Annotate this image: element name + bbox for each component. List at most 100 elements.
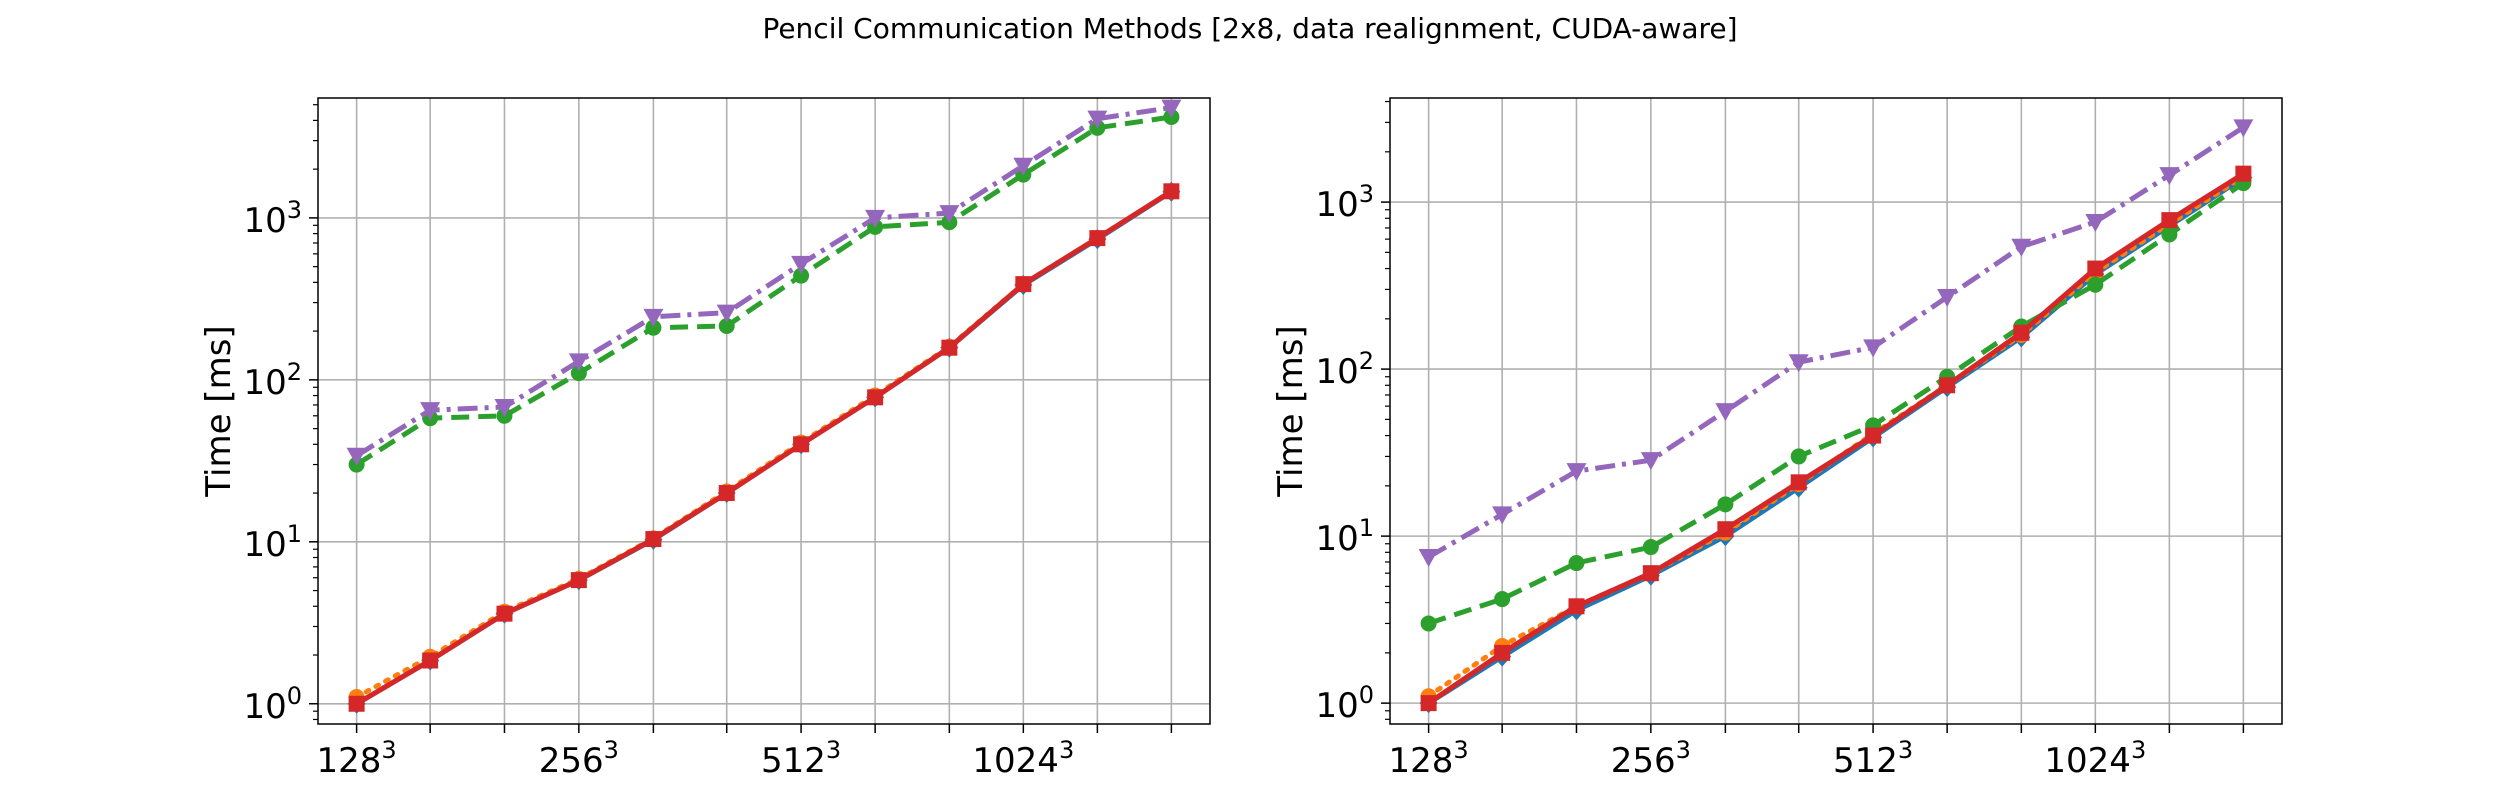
data-point [1642,539,1659,556]
x-tick-label: 2563 [539,736,619,781]
series-3 [348,183,1180,712]
series-line [355,189,1173,706]
series-2 [1420,175,2252,632]
data-point [2233,119,2254,138]
data-point [1568,555,1585,572]
x-tick-label: 2563 [1611,736,1691,781]
data-point [645,319,662,336]
plot-frame [1389,97,2283,725]
data-point [496,605,513,622]
y-tick-label: 102 [1315,347,1374,392]
y-axis-label: Time [ms] [1271,325,1311,497]
series-1 [348,183,1180,706]
left-chart: 1283 2563 5123 10243 100 101 102 103 Time [ms] [199,97,1211,781]
data-point [793,436,810,453]
x-tick-label: 10243 [972,736,1074,781]
data-point [348,695,365,712]
data-point [1420,695,1437,712]
data-point [1163,183,1180,200]
data-point [1790,474,1807,491]
data-point [1420,615,1437,632]
data-point [1566,463,1587,482]
data-point [1790,448,1807,465]
data-point [1640,452,1661,471]
series-3 [1420,165,2252,712]
data-point [1418,548,1439,567]
data-point [568,353,589,372]
y-tick-label: 101 [1315,514,1374,559]
data-point [1087,110,1108,129]
data-point [1937,289,1958,308]
data-point [2235,165,2252,182]
data-point [1568,598,1585,615]
data-point [1715,403,1736,422]
data-point [420,402,441,421]
grid [318,98,1210,724]
data-point [1015,276,1032,293]
data-point [346,447,367,466]
data-point [718,318,735,335]
y-tick-label: 102 [243,358,302,403]
data-point [793,267,810,284]
data-point [1013,157,1034,176]
y-tick-label: 103 [243,196,302,241]
data-point [570,365,587,382]
ticks [309,104,1173,733]
y-tick-label: 103 [1315,180,1374,225]
right-chart: 1283 2563 5123 10243 100 101 102 103 Time [ms] [1271,97,2283,781]
data-point [2013,324,2030,341]
data-point [2087,276,2104,293]
data-point [1863,339,1884,358]
ticks [1381,100,2245,733]
x-tick-label: 5123 [1833,736,1913,781]
data-point [1939,377,1956,394]
data-point [1642,565,1659,582]
data-point [1492,506,1513,525]
series-4 [1418,119,2254,567]
data-point [645,531,662,548]
series-line [355,114,1172,467]
data-point [716,304,737,323]
data-point [939,205,960,224]
data-point [2087,260,2104,277]
data-point [1865,427,1882,444]
data-point [2085,213,2106,232]
data-point [2161,212,2178,229]
y-tick-label: 101 [243,520,302,565]
grid [1390,98,2282,724]
data-point [570,572,587,589]
data-point [865,209,886,228]
data-point [422,652,439,669]
x-tick-label: 5123 [761,736,841,781]
plot-frame [317,97,1211,725]
data-point [1717,496,1734,513]
y-tick-label: 100 [1315,681,1374,726]
figure-title: Pencil Communication Methods [2x8, data … [762,12,1737,45]
series-line [355,105,1172,458]
data-point [941,339,958,356]
series-4 [346,99,1182,466]
data-point [1161,99,1182,118]
y-axis-label: Time [ms] [199,325,239,497]
data-point [2159,167,2180,186]
data-point [1089,230,1106,247]
series-line [1427,171,2245,706]
data-point [867,389,884,406]
y-tick-label: 100 [243,682,302,727]
data-point [2011,238,2032,257]
x-tick-label: 1283 [317,736,397,781]
x-tick-label: 10243 [2044,736,2146,781]
data-point [643,308,664,327]
data-point [791,255,812,274]
data-point [494,398,515,417]
data-point [718,485,735,502]
data-point [2161,226,2178,243]
data-point [1717,521,1734,538]
series-2 [348,108,1180,473]
x-tick-label: 1283 [1389,736,1469,781]
data-point [1494,591,1511,608]
data-point [1494,644,1511,661]
data-point [1788,354,1809,373]
series-line [1427,181,2245,626]
